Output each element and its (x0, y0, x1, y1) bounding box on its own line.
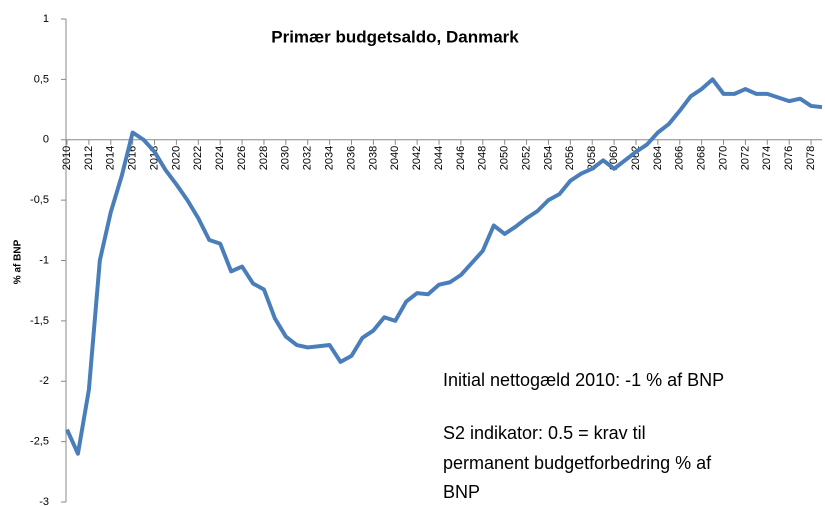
y-tick-label: -1,5 (30, 315, 49, 327)
y-tick-label: -1 (39, 254, 49, 266)
x-tick-label: 2054 (542, 146, 554, 170)
x-tick-label: 2040 (389, 146, 401, 170)
y-tick-label: 1 (43, 13, 49, 25)
x-tick-label: 2072 (739, 146, 751, 170)
x-tick-label: 2078 (805, 146, 817, 170)
y-tick-label: 0,5 (34, 73, 49, 85)
x-tick-label: 2046 (455, 146, 467, 170)
x-tick-label: 2014 (105, 146, 117, 170)
x-tick-label: 2066 (674, 146, 686, 170)
x-tick-label: 2068 (696, 146, 708, 170)
x-tick-label: 2012 (83, 146, 95, 170)
line-series (65, 77, 823, 456)
x-tick-label: 2010 (61, 146, 73, 170)
x-tick-label: 2048 (477, 146, 489, 170)
annotation: permanent budgetforbedring % af (443, 453, 712, 473)
x-tick-label: 2070 (717, 146, 729, 170)
x-tick-label: 2028 (258, 146, 270, 170)
x-tick-label: 2052 (520, 146, 532, 170)
x-tick-label: 2020 (170, 146, 182, 170)
chart-title: Primær budgetsaldo, Danmark (271, 27, 519, 46)
x-tick-label: 2064 (652, 146, 664, 170)
x-tick-label: 2030 (280, 146, 292, 170)
x-tick-label: 2018 (148, 146, 160, 170)
x-tick-label: 2044 (433, 146, 445, 170)
annotation: S2 indikator: 0.5 = krav til (443, 423, 646, 443)
x-tick-label: 2038 (367, 146, 379, 170)
x-tick-label: 2034 (324, 146, 336, 170)
annotation: BNP (443, 482, 480, 502)
x-tick-label: 2022 (192, 146, 204, 170)
annotation: Initial nettogæld 2010: -1 % af BNP (443, 370, 724, 390)
x-tick-label: 2036 (345, 146, 357, 170)
x-tick-label: 2050 (499, 146, 511, 170)
x-tick-label: 2026 (236, 146, 248, 170)
x-tick-label: 2076 (783, 146, 795, 170)
x-tick-label: 2024 (214, 146, 226, 170)
y-tick-label: -3 (39, 496, 49, 506)
y-tick-label: 0 (43, 134, 49, 146)
y-axis-label: % af BNP (13, 239, 24, 284)
y-tick-label: -0,5 (30, 194, 49, 206)
x-tick-label: 2074 (761, 146, 773, 170)
y-tick-label: -2 (39, 375, 49, 387)
x-tick-label: 2056 (564, 146, 576, 170)
x-tick-label: 2032 (302, 146, 314, 170)
y-tick-label: -2,5 (30, 436, 49, 448)
x-tick-label: 2042 (411, 146, 423, 170)
